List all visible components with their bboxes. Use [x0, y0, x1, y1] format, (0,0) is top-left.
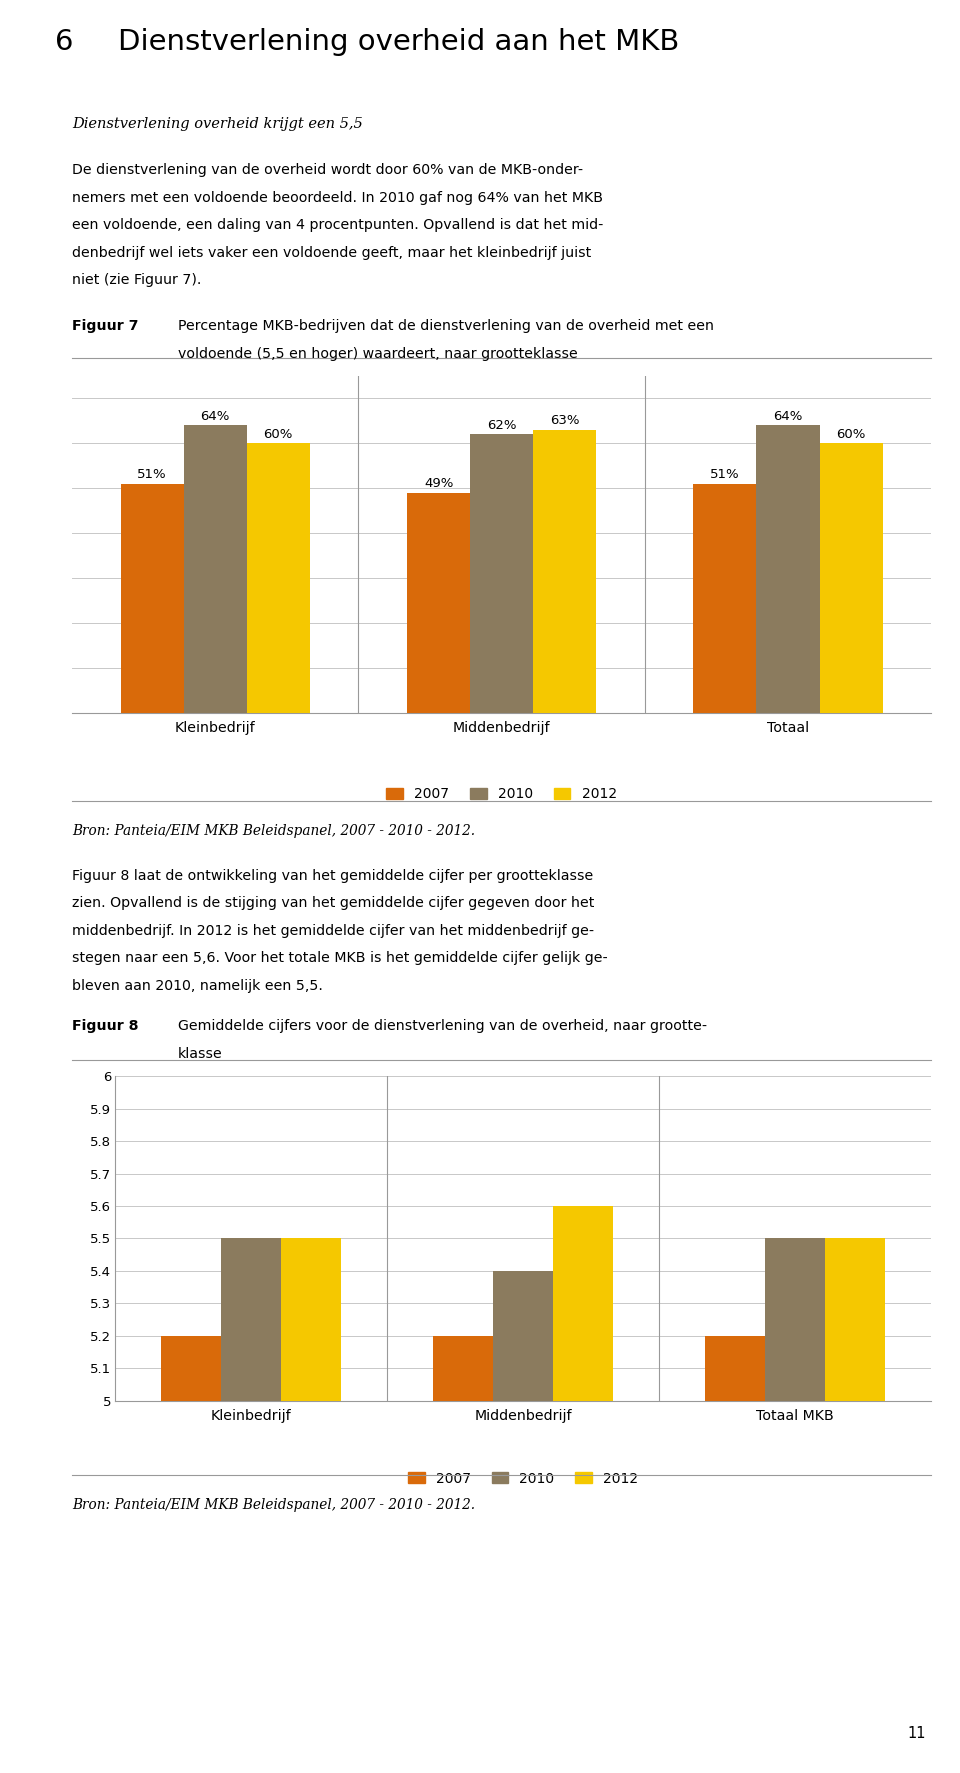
- Text: 63%: 63%: [550, 415, 579, 427]
- Text: klasse: klasse: [178, 1046, 223, 1060]
- Bar: [693, 484, 756, 713]
- Bar: [493, 1271, 553, 1401]
- Text: Dienstverlening overheid aan het MKB: Dienstverlening overheid aan het MKB: [118, 28, 680, 57]
- Text: Percentage MKB-bedrijven dat de dienstverlening van de overheid met een: Percentage MKB-bedrijven dat de dienstve…: [178, 319, 713, 333]
- Text: middenbedrijf. In 2012 is het gemiddelde cijfer van het middenbedrijf ge-: middenbedrijf. In 2012 is het gemiddelde…: [72, 924, 594, 938]
- Text: Figuur 8: Figuur 8: [72, 1019, 138, 1034]
- Text: voldoende (5,5 en hoger) waardeert, naar grootteklasse: voldoende (5,5 en hoger) waardeert, naar…: [178, 346, 577, 360]
- Text: Dienstverlening overheid krijgt een 5,5: Dienstverlening overheid krijgt een 5,5: [72, 117, 363, 131]
- Text: stegen naar een 5,6. Voor het totale MKB is het gemiddelde cijfer gelijk ge-: stegen naar een 5,6. Voor het totale MKB…: [72, 950, 608, 965]
- Bar: [470, 434, 533, 713]
- Text: nemers met een voldoende beoordeeld. In 2010 gaf nog 64% van het MKB: nemers met een voldoende beoordeeld. In …: [72, 190, 603, 204]
- Bar: [183, 426, 247, 713]
- Bar: [434, 1335, 493, 1401]
- Bar: [826, 1238, 885, 1401]
- Text: 64%: 64%: [774, 410, 803, 422]
- Text: 6: 6: [55, 28, 73, 57]
- Text: 64%: 64%: [201, 410, 229, 422]
- Text: 11: 11: [908, 1727, 926, 1741]
- Legend: 2007, 2010, 2012: 2007, 2010, 2012: [381, 782, 622, 807]
- Text: Bron: Panteia/EIM MKB Beleidspanel, 2007 - 2010 - 2012.: Bron: Panteia/EIM MKB Beleidspanel, 2007…: [72, 824, 475, 839]
- Bar: [765, 1238, 826, 1401]
- Text: Figuur 7: Figuur 7: [72, 319, 138, 333]
- Text: 60%: 60%: [264, 427, 293, 440]
- Bar: [281, 1238, 341, 1401]
- Bar: [820, 443, 882, 713]
- Bar: [121, 484, 183, 713]
- Bar: [533, 429, 596, 713]
- Bar: [756, 426, 820, 713]
- Text: zien. Opvallend is de stijging van het gemiddelde cijfer gegeven door het: zien. Opvallend is de stijging van het g…: [72, 895, 594, 910]
- Bar: [407, 493, 470, 713]
- Text: 62%: 62%: [487, 418, 516, 431]
- Bar: [706, 1335, 765, 1401]
- Text: 51%: 51%: [710, 468, 740, 480]
- Bar: [161, 1335, 221, 1401]
- Legend: 2007, 2010, 2012: 2007, 2010, 2012: [402, 1466, 644, 1491]
- Text: Bron: Panteia/EIM MKB Beleidspanel, 2007 - 2010 - 2012.: Bron: Panteia/EIM MKB Beleidspanel, 2007…: [72, 1498, 475, 1512]
- Text: denbedrijf wel iets vaker een voldoende geeft, maar het kleinbedrijf juist: denbedrijf wel iets vaker een voldoende …: [72, 245, 591, 259]
- Text: Figuur 8 laat de ontwikkeling van het gemiddelde cijfer per grootteklasse: Figuur 8 laat de ontwikkeling van het ge…: [72, 869, 593, 883]
- Text: Gemiddelde cijfers voor de dienstverlening van de overheid, naar grootte-: Gemiddelde cijfers voor de dienstverleni…: [178, 1019, 707, 1034]
- Bar: [221, 1238, 281, 1401]
- Text: 51%: 51%: [137, 468, 167, 480]
- Text: niet (zie Figuur 7).: niet (zie Figuur 7).: [72, 273, 202, 287]
- Text: 60%: 60%: [836, 427, 866, 440]
- Text: bleven aan 2010, namelijk een 5,5.: bleven aan 2010, namelijk een 5,5.: [72, 979, 323, 993]
- Text: De dienstverlening van de overheid wordt door 60% van de MKB-onder-: De dienstverlening van de overheid wordt…: [72, 163, 583, 177]
- Bar: [247, 443, 310, 713]
- Text: een voldoende, een daling van 4 procentpunten. Opvallend is dat het mid-: een voldoende, een daling van 4 procentp…: [72, 218, 604, 232]
- Bar: [553, 1206, 612, 1401]
- Text: 49%: 49%: [424, 477, 453, 489]
